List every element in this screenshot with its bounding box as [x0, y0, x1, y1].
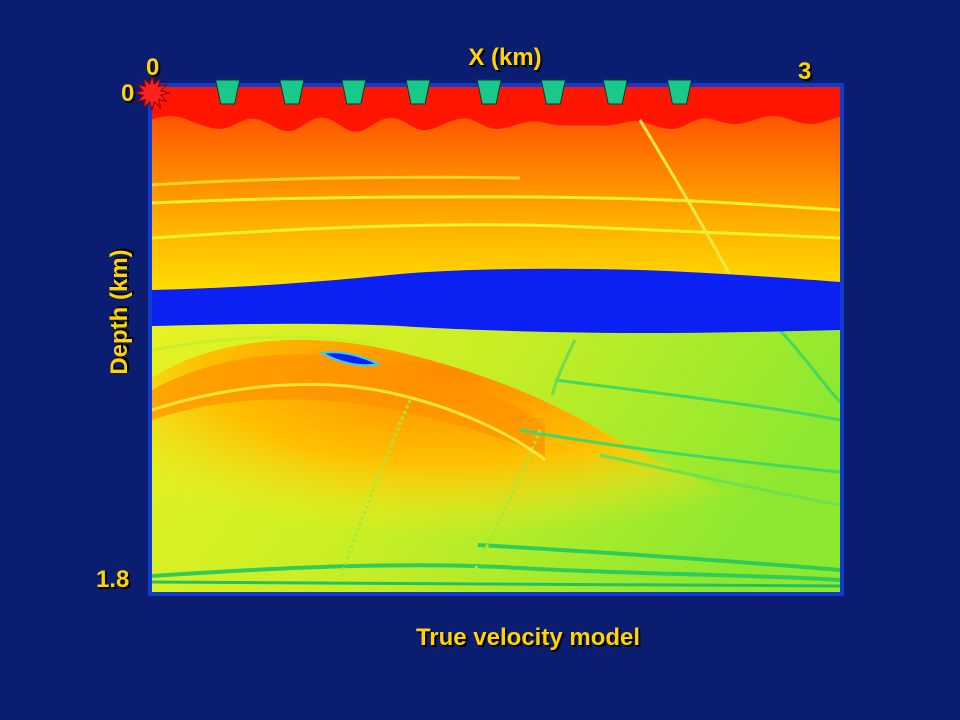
- fault-2: [338, 399, 412, 581]
- receiver-5: [476, 79, 502, 105]
- fault-3: [468, 429, 542, 581]
- receiver-4: [405, 79, 431, 105]
- y-tick-0: 0: [121, 80, 135, 107]
- figure-caption: True velocity model: [415, 624, 641, 651]
- near-surface-layer: [152, 87, 840, 132]
- receiver-6: [540, 79, 566, 105]
- low-velocity-lens: [319, 351, 381, 367]
- reflector-6: [554, 378, 840, 422]
- reflector-8: [599, 453, 840, 507]
- reflector-4: [152, 382, 546, 462]
- fault-4: [550, 339, 577, 396]
- reflector-7: [519, 428, 840, 474]
- reflector-11: [152, 580, 840, 588]
- y-tick-1-8: 1.8: [96, 566, 130, 593]
- receiver-3: [341, 79, 367, 105]
- receiver-8: [666, 79, 693, 105]
- receiver-1: [215, 79, 241, 105]
- receiver-2: [279, 79, 305, 105]
- reflector-9: [477, 543, 840, 572]
- source-marker: [133, 74, 171, 112]
- x-tick-0: 0: [146, 54, 160, 81]
- reflector-2: [152, 223, 840, 240]
- reflector-10: [152, 563, 840, 582]
- reflector-3: [152, 175, 521, 187]
- velocity-image: [152, 87, 840, 592]
- acquisition-marks: [133, 74, 693, 112]
- reflector-5: [152, 335, 381, 352]
- reflector-1: [152, 195, 840, 212]
- anticline-core: [152, 354, 545, 455]
- y-axis-label: Depth (km): [106, 249, 133, 375]
- receiver-7: [602, 79, 628, 105]
- x-tick-3: 3: [798, 58, 812, 85]
- x-axis-label: X (km): [468, 44, 542, 71]
- salt-layer: [152, 268, 840, 333]
- fault-1: [638, 119, 732, 276]
